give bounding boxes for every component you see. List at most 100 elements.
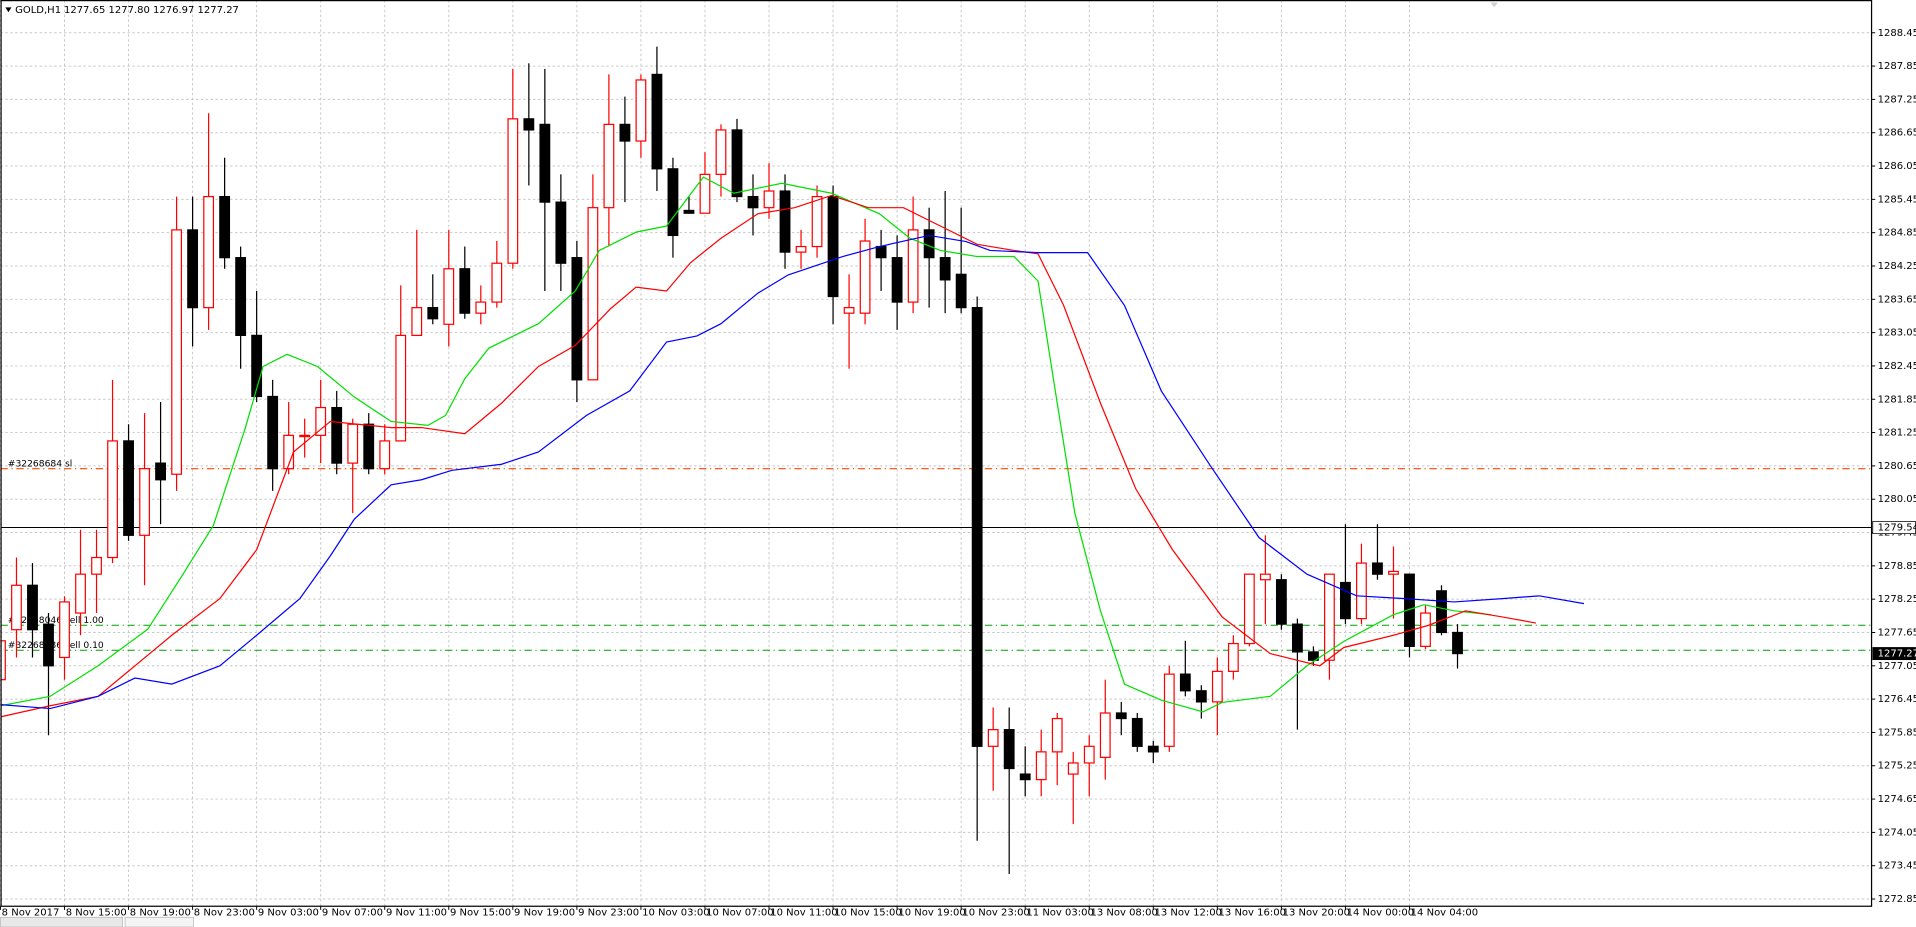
candle-body (1115, 712, 1127, 720)
x-tick-label: 10 Nov 15:00 (834, 907, 901, 918)
x-tick-label: 9 Nov 11:00 (386, 907, 447, 918)
candle-body (539, 123, 551, 203)
candle-body (107, 440, 118, 559)
candle-body (507, 118, 519, 264)
candle-body (1035, 751, 1047, 781)
y-tick-label: 1280.65 (1878, 461, 1916, 472)
chart-tab[interactable] (124, 916, 194, 927)
price-tag-label: 1277.27 (1878, 649, 1916, 660)
candle-body (1340, 581, 1351, 620)
candle-body (59, 601, 70, 659)
y-tick-label: 1283.05 (1878, 328, 1916, 339)
x-tick-label: 10 Nov 07:00 (706, 907, 773, 918)
candle-body (651, 73, 663, 170)
candle-body (1003, 729, 1015, 770)
indicator-line (0, 234, 1585, 710)
candle-body (1131, 717, 1143, 747)
candle-body (731, 129, 743, 198)
y-tick-label: 1275.25 (1878, 761, 1916, 772)
plot-area: #32268684 sl #32268046 sell 1.00 #32268686… (0, 46, 1872, 875)
candle-body (443, 268, 455, 325)
x-tick-label: 10 Nov 23:00 (962, 907, 1029, 918)
candle-body (139, 468, 150, 536)
candle-body (715, 129, 727, 175)
x-tick-label: 13 Nov 16:00 (1219, 907, 1286, 918)
candle-body (683, 209, 695, 214)
y-tick-label: 1288.45 (1878, 28, 1916, 39)
candle-body (171, 229, 183, 475)
candle-body (235, 257, 247, 337)
x-tick-label: 10 Nov 03:00 (642, 907, 709, 918)
candle-body (555, 201, 567, 264)
y-tick-label: 1275.85 (1878, 727, 1916, 738)
candle-body (315, 406, 327, 436)
candle-body (587, 207, 599, 381)
candle-body (1259, 573, 1271, 581)
trade-level-label: #32268684 sl (8, 458, 73, 469)
candle-body (1324, 573, 1335, 661)
x-tick-label: 8 Nov 15:00 (66, 907, 127, 918)
candle-body (1099, 712, 1111, 759)
x-tick-label: 14 Nov 00:00 (1347, 907, 1414, 918)
candle-body (75, 573, 86, 614)
x-tick-label: 9 Nov 19:00 (514, 907, 575, 918)
candle-body (955, 273, 967, 309)
candle-body (475, 301, 487, 314)
y-tick-label: 1284.85 (1878, 228, 1916, 239)
candle-body (907, 229, 919, 303)
x-tick-label: 14 Nov 04:00 (1411, 907, 1478, 918)
candle-body (1275, 579, 1287, 625)
y-tick-label: 1274.65 (1878, 794, 1916, 805)
candle-body (11, 584, 22, 631)
candle-body (219, 195, 231, 259)
chart-tab[interactable] (0, 916, 123, 927)
x-tick-label: 9 Nov 15:00 (450, 907, 511, 918)
candle-body (859, 240, 871, 314)
y-tick-label: 1281.25 (1878, 428, 1916, 439)
chart-title: GOLD,H1 (15, 5, 61, 16)
y-tick-label: 1284.25 (1878, 261, 1916, 272)
y-tick-label: 1287.25 (1878, 94, 1916, 105)
plot-frame (0, 0, 1873, 907)
candle-body (395, 334, 407, 442)
candle-body (923, 229, 935, 259)
candle-body (363, 423, 375, 470)
indicator-line (0, 194, 1537, 718)
price-tag-label: 1279.54 (1878, 523, 1916, 534)
candle-body (347, 423, 359, 464)
y-tick-label: 1286.05 (1878, 161, 1916, 172)
candle-body (1436, 590, 1447, 634)
candle-body (939, 257, 951, 281)
candle-body (27, 584, 38, 631)
candle-body (1019, 773, 1031, 781)
candle-body (1051, 717, 1063, 753)
candle-body (827, 195, 839, 298)
trade-level-label: #32268686 sell 0.10 (8, 640, 104, 651)
y-tick-label: 1281.85 (1878, 394, 1916, 405)
candle-body (155, 462, 166, 481)
x-tick-label: 13 Nov 08:00 (1090, 907, 1157, 918)
shift-marker[interactable] (1490, 2, 1498, 8)
candle-body (811, 195, 823, 248)
ohlc-header: 1277.65 1277.80 1276.97 1277.27 (64, 5, 239, 16)
candle-body (1404, 573, 1415, 647)
candle-body (91, 556, 102, 575)
candle-body (779, 190, 791, 253)
y-tick-label: 1286.65 (1878, 128, 1916, 139)
candle-body (459, 268, 471, 314)
x-tick-label: 10 Nov 11:00 (770, 907, 837, 918)
candle-body (1291, 623, 1303, 653)
candle-body (331, 406, 343, 464)
menu-arrow[interactable] (5, 7, 12, 13)
candle-body (747, 195, 759, 209)
candle-body (603, 123, 615, 209)
candle-body (123, 440, 134, 536)
y-tick-label: 1276.45 (1878, 694, 1916, 705)
x-tick-label: 8 Nov 23:00 (194, 907, 255, 918)
candle-body (251, 334, 263, 398)
candle-body (571, 257, 583, 381)
y-tick-label: 1285.45 (1878, 194, 1916, 205)
